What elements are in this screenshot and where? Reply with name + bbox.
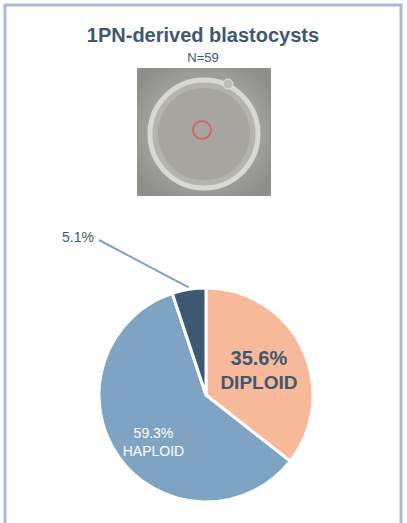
embryo-cell <box>158 88 250 180</box>
title: 1PN-derived blastocysts <box>87 24 319 46</box>
pie-slice <box>172 288 206 395</box>
data-label: 5.1% <box>62 229 94 245</box>
category-label: DIPLOID <box>220 372 297 393</box>
leader-line <box>99 240 189 287</box>
data-label: 35.6% <box>231 347 288 369</box>
data-label: 59.3% <box>134 425 174 441</box>
embryo-zona <box>150 80 258 188</box>
category-label: HAPLOID <box>123 443 184 459</box>
embryo-image <box>137 68 271 196</box>
chart: 1PN-derived blastocysts N=59 35.6% DIPLOID 5… <box>0 0 407 523</box>
polar-body <box>223 79 233 89</box>
pronucleus-marker <box>193 121 211 139</box>
panel-frame <box>5 5 401 523</box>
subtitle: N=59 <box>187 50 218 65</box>
